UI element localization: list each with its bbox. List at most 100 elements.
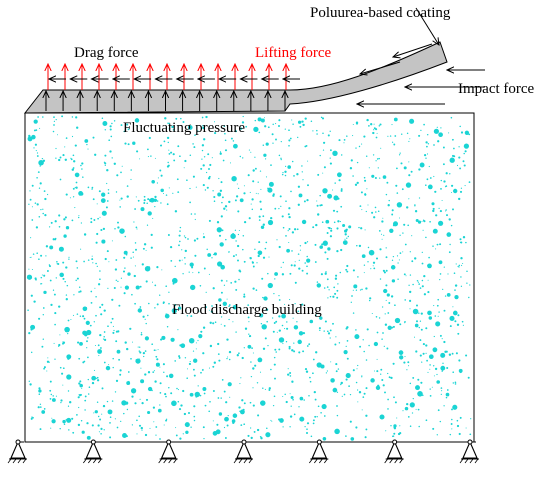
speckle xyxy=(33,300,36,303)
speckle xyxy=(213,200,216,202)
speckle xyxy=(126,381,131,386)
speckle xyxy=(439,334,442,337)
speckle xyxy=(243,185,245,187)
speckle xyxy=(177,191,180,193)
speckle xyxy=(387,135,389,137)
speckle xyxy=(378,317,381,319)
speckle xyxy=(154,157,156,159)
speckle xyxy=(198,334,203,339)
speckle xyxy=(420,129,422,132)
speckle xyxy=(346,340,349,342)
lifting-force-arrows xyxy=(48,64,286,90)
speckle xyxy=(403,273,406,276)
speckle xyxy=(67,357,70,360)
speckle xyxy=(235,240,237,242)
speckle xyxy=(301,269,304,272)
speckle xyxy=(462,236,466,239)
speckle xyxy=(289,137,292,140)
speckle xyxy=(291,160,294,163)
speckle xyxy=(167,161,169,164)
speckle xyxy=(218,177,220,180)
speckle xyxy=(106,250,109,253)
speckle xyxy=(419,162,425,168)
speckle xyxy=(425,419,428,422)
speckle xyxy=(184,263,186,265)
speckle xyxy=(92,262,94,264)
speckle xyxy=(350,301,352,303)
speckle xyxy=(429,364,431,366)
speckle xyxy=(168,291,170,293)
speckle xyxy=(266,427,268,429)
speckle xyxy=(65,266,68,269)
speckle xyxy=(327,226,329,228)
speckle xyxy=(440,127,442,129)
speckle xyxy=(349,420,352,423)
speckle xyxy=(202,326,206,329)
speckle xyxy=(458,368,463,373)
speckle xyxy=(272,330,275,333)
speckle xyxy=(349,167,353,170)
speckle xyxy=(31,206,33,208)
speckle xyxy=(440,393,442,395)
speckle xyxy=(439,279,441,281)
speckle xyxy=(208,273,210,275)
speckle xyxy=(53,120,56,123)
speckle xyxy=(364,229,366,231)
speckle xyxy=(429,368,431,370)
speckle xyxy=(290,264,293,267)
speckle xyxy=(280,157,282,160)
speckle xyxy=(449,433,452,436)
speckle xyxy=(345,268,348,271)
coating-leader-line xyxy=(415,7,439,45)
speckle xyxy=(316,416,318,418)
speckle xyxy=(368,249,375,256)
speckle xyxy=(257,181,259,183)
speckle xyxy=(150,246,153,249)
speckle xyxy=(226,357,228,360)
speckle xyxy=(368,299,371,302)
speckle xyxy=(186,179,188,182)
speckle xyxy=(378,157,380,160)
speckle xyxy=(99,270,101,272)
speckle xyxy=(323,141,326,144)
speckle xyxy=(232,321,234,323)
speckle xyxy=(109,436,112,439)
speckle xyxy=(122,433,127,438)
speckle xyxy=(265,308,269,311)
speckle xyxy=(355,147,357,149)
speckle xyxy=(228,358,231,361)
speckle xyxy=(184,422,190,428)
speckle xyxy=(93,321,95,323)
speckle xyxy=(382,269,385,272)
speckle xyxy=(182,273,184,275)
speckle xyxy=(306,422,310,425)
speckle xyxy=(408,174,411,177)
speckle xyxy=(346,237,348,239)
speckle xyxy=(138,358,140,360)
speckle xyxy=(200,167,203,170)
speckle xyxy=(183,167,185,169)
speckle xyxy=(208,219,211,222)
speckle xyxy=(98,431,100,433)
speckle xyxy=(262,223,265,226)
speckle xyxy=(278,245,281,249)
speckle xyxy=(284,170,287,173)
speckle xyxy=(437,409,440,412)
speckle xyxy=(344,229,348,233)
speckle xyxy=(123,412,125,415)
speckle xyxy=(390,265,396,270)
speckle xyxy=(284,328,286,330)
speckle xyxy=(43,190,46,192)
speckle xyxy=(417,391,423,397)
speckle xyxy=(135,285,140,290)
speckle xyxy=(426,153,429,155)
speckle xyxy=(178,234,181,237)
speckle xyxy=(249,257,251,259)
speckle xyxy=(46,270,49,272)
speckle xyxy=(323,330,325,332)
speckle xyxy=(213,121,216,123)
speckle xyxy=(381,238,383,240)
speckle xyxy=(252,169,255,172)
speckle xyxy=(250,436,253,440)
speckle xyxy=(293,342,295,344)
